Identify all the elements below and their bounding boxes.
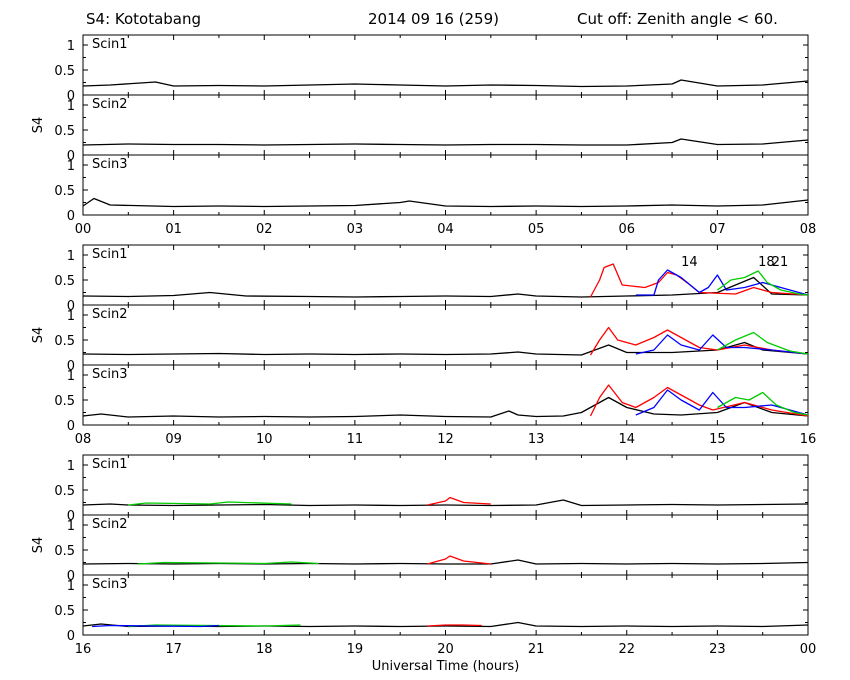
y-tick-label: 0.5 bbox=[54, 274, 75, 289]
series-line bbox=[82, 396, 809, 418]
satellite-label: 18 bbox=[758, 255, 775, 270]
series-line bbox=[82, 276, 809, 298]
y-tick-label: 0.5 bbox=[54, 64, 75, 79]
x-tick-label: 07 bbox=[709, 222, 726, 237]
x-tick-label: 22 bbox=[618, 642, 635, 657]
x-tick-label: 14 bbox=[618, 432, 635, 447]
y-tick-label: 1 bbox=[67, 159, 75, 174]
series-line bbox=[635, 334, 809, 355]
x-tick-label: 11 bbox=[347, 432, 364, 447]
x-tick-label: 17 bbox=[165, 642, 182, 657]
y-axis-label: S4 bbox=[31, 327, 46, 344]
x-tick-label: 02 bbox=[256, 222, 273, 237]
panel-label: Scin1 bbox=[92, 457, 128, 472]
x-tick-label: 00 bbox=[800, 642, 817, 657]
panel-label: Scin3 bbox=[92, 157, 128, 172]
y-tick-label: 0.5 bbox=[54, 544, 75, 559]
panel-frame bbox=[82, 514, 809, 576]
x-tick-label: 20 bbox=[437, 642, 454, 657]
x-tick-label: 23 bbox=[709, 642, 726, 657]
x-tick-label: 00 bbox=[75, 222, 92, 237]
x-tick-label: 10 bbox=[256, 432, 273, 447]
y-tick-label: 0 bbox=[67, 359, 75, 374]
series-line bbox=[427, 555, 491, 565]
y-tick-label: 1 bbox=[67, 99, 75, 114]
y-tick-label: 0.5 bbox=[54, 604, 75, 619]
series-line bbox=[82, 79, 809, 88]
y-tick-label: 0 bbox=[67, 209, 75, 224]
y-axis-label: S4 bbox=[31, 117, 46, 134]
series-line bbox=[82, 138, 809, 146]
y-tick-label: 0.5 bbox=[54, 124, 75, 139]
satellite-label: 21 bbox=[772, 255, 789, 270]
x-tick-label: 13 bbox=[528, 432, 545, 447]
series-line bbox=[82, 499, 809, 507]
y-tick-label: 0 bbox=[67, 419, 75, 434]
panel-label: Scin1 bbox=[92, 247, 128, 262]
panel-label: Scin3 bbox=[92, 577, 128, 592]
y-tick-label: 1 bbox=[67, 369, 75, 384]
series-line bbox=[137, 561, 319, 565]
y-tick-label: 1 bbox=[67, 309, 75, 324]
series-line bbox=[82, 341, 809, 356]
x-tick-label: 04 bbox=[437, 222, 454, 237]
x-tick-label: 12 bbox=[437, 432, 454, 447]
x-tick-label: 15 bbox=[709, 432, 726, 447]
x-axis-label: Universal Time (hours) bbox=[372, 659, 520, 674]
x-tick-label: 16 bbox=[800, 432, 817, 447]
series-line bbox=[589, 263, 809, 298]
series-line bbox=[589, 384, 809, 417]
y-tick-label: 1 bbox=[67, 579, 75, 594]
x-tick-label: 05 bbox=[528, 222, 545, 237]
y-tick-label: 0.5 bbox=[54, 394, 75, 409]
x-tick-label: 08 bbox=[75, 432, 92, 447]
satellite-label: 14 bbox=[681, 255, 698, 270]
y-tick-label: 1 bbox=[67, 519, 75, 534]
series-line bbox=[717, 270, 809, 296]
panel-frame bbox=[82, 94, 809, 156]
y-tick-label: 0.5 bbox=[54, 484, 75, 499]
panel-frame bbox=[82, 454, 809, 516]
y-tick-label: 0 bbox=[67, 629, 75, 644]
station-title: S4: Kototabang bbox=[86, 10, 202, 28]
x-tick-label: 19 bbox=[347, 642, 364, 657]
series-line bbox=[82, 197, 809, 208]
panel-frame bbox=[82, 304, 809, 366]
y-axis-label: S4 bbox=[31, 537, 46, 554]
y-tick-label: 0 bbox=[67, 89, 75, 104]
y-tick-label: 0 bbox=[67, 569, 75, 584]
date-title: 2014 09 16 (259) bbox=[368, 10, 499, 28]
series-line bbox=[635, 269, 809, 296]
y-tick-label: 1 bbox=[67, 249, 75, 264]
series-line bbox=[589, 326, 809, 356]
y-tick-label: 1 bbox=[67, 39, 75, 54]
y-tick-label: 1 bbox=[67, 459, 75, 474]
series-line bbox=[717, 391, 809, 416]
series-line bbox=[128, 501, 292, 506]
panel-label: Scin1 bbox=[92, 37, 128, 52]
y-tick-label: 0 bbox=[67, 149, 75, 164]
x-tick-label: 09 bbox=[165, 432, 182, 447]
x-tick-label: 21 bbox=[528, 642, 545, 657]
series-line bbox=[717, 331, 809, 355]
x-tick-label: 18 bbox=[256, 642, 273, 657]
panel-label: Scin2 bbox=[92, 517, 128, 532]
x-tick-label: 03 bbox=[347, 222, 364, 237]
panel-label: Scin2 bbox=[92, 307, 128, 322]
panel-label: Scin2 bbox=[92, 97, 128, 112]
series-line bbox=[427, 624, 482, 627]
y-tick-label: 0.5 bbox=[54, 334, 75, 349]
y-tick-label: 0.5 bbox=[54, 184, 75, 199]
x-tick-label: 08 bbox=[800, 222, 817, 237]
y-tick-label: 0 bbox=[67, 509, 75, 524]
cutoff-title: Cut off: Zenith angle < 60. bbox=[577, 10, 778, 28]
panel-label: Scin3 bbox=[92, 367, 128, 382]
x-tick-label: 01 bbox=[165, 222, 182, 237]
series-line bbox=[92, 624, 219, 628]
series-line bbox=[427, 496, 491, 506]
x-tick-label: 16 bbox=[75, 642, 92, 657]
x-tick-label: 06 bbox=[618, 222, 635, 237]
y-tick-label: 0 bbox=[67, 299, 75, 314]
